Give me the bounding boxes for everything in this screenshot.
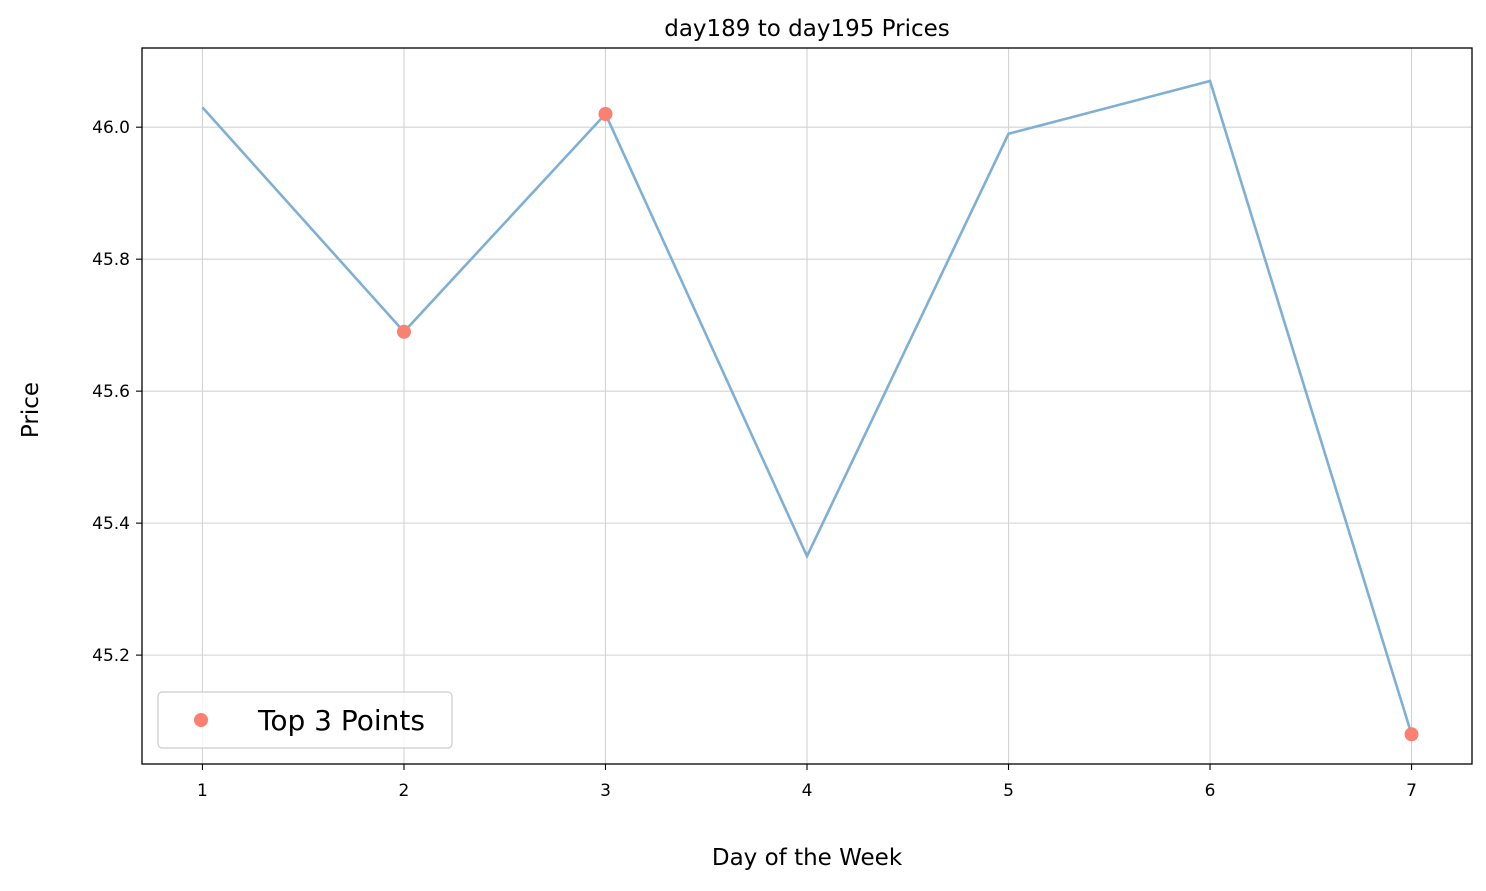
legend-marker <box>194 713 208 727</box>
y-axis-title: Price <box>18 382 44 438</box>
legend-label: Top 3 Points <box>257 704 425 737</box>
x-tick-label: 6 <box>1205 781 1216 801</box>
x-tick-label: 4 <box>802 781 813 801</box>
chart-title: day189 to day195 Prices <box>664 16 950 42</box>
y-axis-ticks: 45.2 45.4 45.6 45.8 46.0 <box>92 118 142 666</box>
x-tick-label: 2 <box>399 781 410 801</box>
x-tick-label: 5 <box>1003 781 1014 801</box>
top-point-marker <box>1404 727 1419 742</box>
x-axis-title: Day of the Week <box>712 845 903 871</box>
x-tick-label: 3 <box>600 781 611 801</box>
y-tick-label: 45.8 <box>92 250 130 270</box>
y-tick-label: 45.6 <box>92 382 130 402</box>
top-point-marker <box>598 106 613 121</box>
y-tick-label: 45.2 <box>92 646 130 666</box>
grid-layer <box>142 48 1472 764</box>
legend-box <box>157 691 453 749</box>
top-point-marker <box>396 324 411 339</box>
highlight-layer <box>396 106 1419 742</box>
legend: Top 3 Points <box>157 691 453 749</box>
x-tick-label: 7 <box>1406 781 1417 801</box>
x-axis-ticks: 1 2 3 4 5 6 7 <box>197 764 1417 801</box>
y-tick-label: 45.4 <box>92 514 130 534</box>
x-tick-label: 1 <box>197 781 208 801</box>
y-tick-label: 46.0 <box>92 118 130 138</box>
